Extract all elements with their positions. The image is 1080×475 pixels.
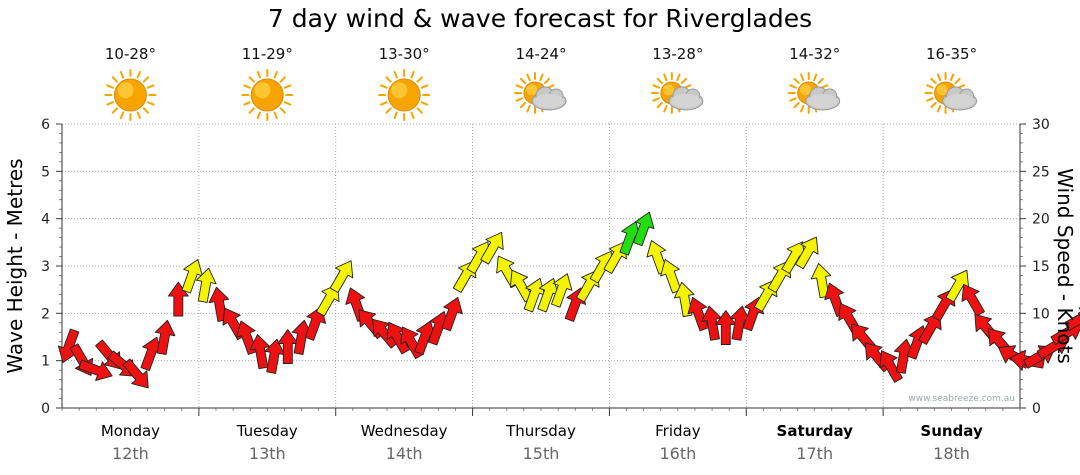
day-name: Saturday [777,422,854,440]
y-axis-label-left: Wave Height - Metres [3,158,27,373]
partly-cloudy-icon [514,72,567,114]
y-tick-right: 15 [1032,259,1050,275]
day-name: Thursday [505,422,576,440]
wind-arrow [122,358,149,389]
partly-cloudy-icon [650,72,704,114]
day-date: 15th [523,444,560,463]
day-date: 16th [659,444,696,463]
wind-arrow [480,231,504,265]
day-name: Sunday [920,422,983,440]
chart-title: 7 day wind & wave forecast for Riverglad… [267,4,813,33]
day-name: Wednesday [361,422,448,440]
y-tick-right: 0 [1032,401,1041,417]
wind-arrow [633,211,655,247]
y-tick-left: 0 [41,401,50,417]
wind-arrows [57,211,1080,389]
wind-arrow [195,267,217,303]
y-tick-right: 10 [1032,306,1050,322]
wind-arrow [551,273,573,308]
day-name: Tuesday [236,422,298,440]
wind-arrow [154,319,176,355]
sunny-icon [104,69,157,121]
credit-text: www.seabreeze.com.au [908,394,1015,404]
wind-arrow [78,359,113,381]
y-tick-left: 1 [41,354,50,370]
wind-arrow [673,281,695,318]
y-tick-right: 20 [1032,212,1050,228]
wind-arrow [441,296,463,332]
axes: 0015210315420525630 [41,117,1050,417]
y-tick-left: 4 [41,212,50,228]
day-date: 18th [933,444,970,463]
day-temp: 13-30° [379,45,430,63]
day-name: Monday [101,422,160,440]
day-date: 14th [386,444,423,463]
wind-arrow [687,296,709,332]
wind-arrow [304,306,327,341]
wind-arrow [918,312,942,345]
day-temp: 14-24° [515,45,566,63]
y-tick-left: 5 [41,164,50,180]
day-temp: 11-29° [242,45,293,63]
day-header-group: 10-28° Monday 12th 11-29° Tuesday 13th 13-30° W… [101,45,983,463]
y-tick-left: 6 [41,117,50,133]
day-date: 13th [249,444,286,463]
day-name: Friday [655,422,701,440]
grid [62,123,1020,408]
y-axis-label-right: Wind Speed - Knots [1053,168,1077,364]
partly-cloudy-icon [787,72,841,114]
partly-cloudy-icon [924,72,978,114]
day-temp: 13-28° [652,45,703,63]
y-tick-right: 25 [1032,164,1050,180]
sunny-icon [378,69,431,121]
wind-arrow [961,283,985,317]
y-tick-left: 3 [41,259,50,275]
y-tick-left: 2 [41,306,50,322]
wind-arrow [660,259,682,294]
sunny-icon [241,69,294,121]
wind-arrow [329,260,354,293]
wind-arrow [316,283,340,317]
day-date: 12th [112,444,149,463]
day-temp: 16-35° [926,45,977,63]
wind-arrow [879,350,903,383]
day-temp: 14-32° [789,45,840,63]
wind-arrow [795,236,819,270]
day-date: 17th [796,444,833,463]
y-tick-right: 30 [1032,117,1050,133]
day-temp: 10-28° [105,45,156,63]
wind-arrow [810,263,832,299]
